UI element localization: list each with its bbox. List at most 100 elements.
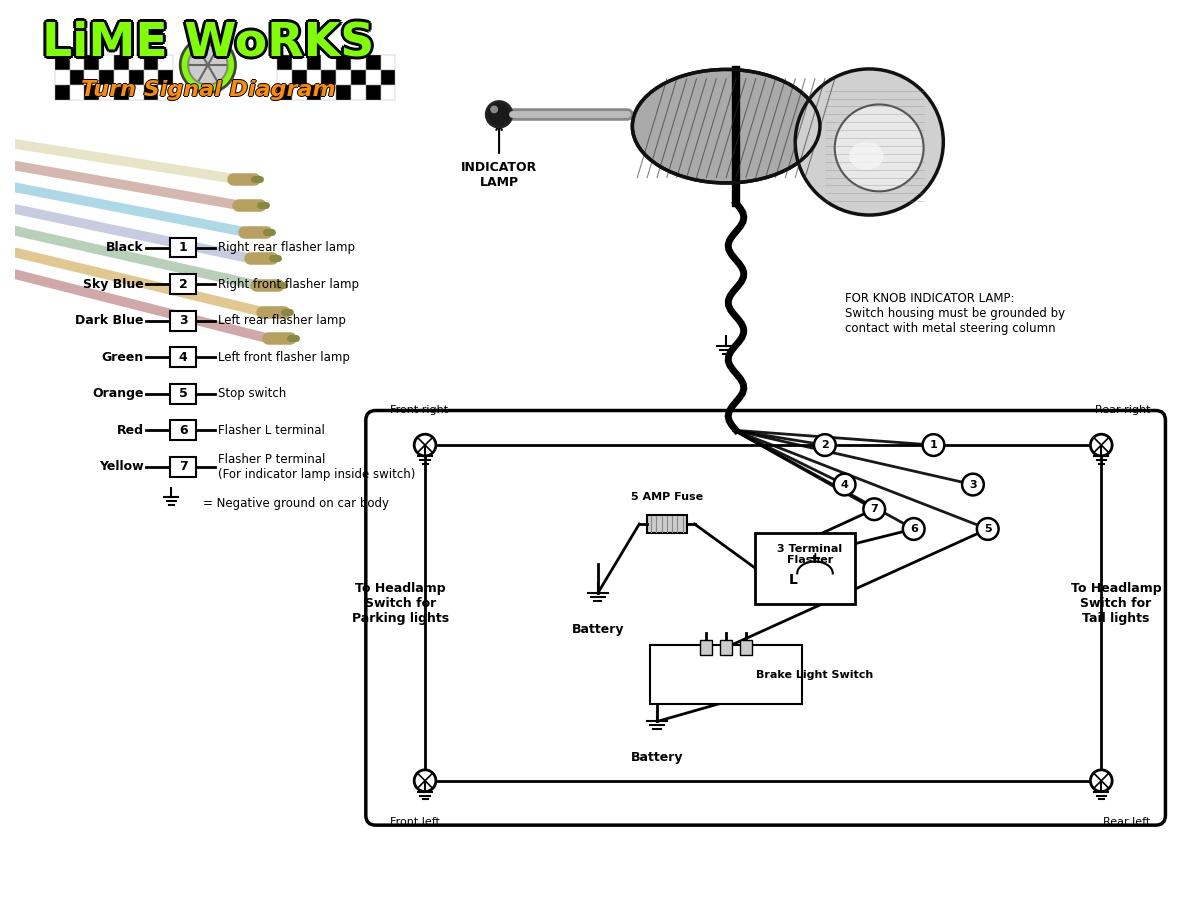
FancyBboxPatch shape — [170, 420, 196, 440]
Text: Orange: Orange — [92, 387, 144, 400]
FancyBboxPatch shape — [650, 645, 802, 704]
Bar — [720, 640, 732, 655]
Text: 7: 7 — [870, 504, 878, 514]
Text: 7: 7 — [179, 460, 187, 473]
Bar — [350, 55, 366, 70]
Text: 3: 3 — [970, 480, 977, 490]
Text: Dark Blue: Dark Blue — [76, 314, 144, 328]
Bar — [128, 85, 144, 100]
Circle shape — [923, 434, 944, 456]
FancyBboxPatch shape — [170, 310, 196, 330]
Text: 1: 1 — [930, 440, 937, 450]
Circle shape — [814, 434, 835, 456]
Bar — [292, 70, 306, 85]
Bar — [292, 85, 306, 100]
Bar — [114, 55, 128, 70]
Bar — [647, 515, 686, 533]
Text: Front right: Front right — [390, 405, 449, 416]
Text: 3 Terminal
Flasher: 3 Terminal Flasher — [778, 544, 842, 565]
Ellipse shape — [632, 69, 820, 183]
Text: Green: Green — [102, 351, 144, 364]
Text: Turn Signal Diagram: Turn Signal Diagram — [80, 80, 335, 100]
Ellipse shape — [850, 142, 883, 169]
Bar — [380, 55, 396, 70]
Bar — [158, 70, 173, 85]
Bar — [55, 70, 70, 85]
Text: To Headlamp
Switch for
Parking lights: To Headlamp Switch for Parking lights — [352, 581, 449, 625]
Bar — [366, 85, 380, 100]
Text: 4: 4 — [841, 480, 848, 490]
Bar — [114, 85, 128, 100]
Text: Stop switch: Stop switch — [217, 387, 286, 400]
FancyBboxPatch shape — [170, 238, 196, 257]
Text: Red: Red — [116, 424, 144, 436]
Bar — [277, 85, 292, 100]
FancyBboxPatch shape — [170, 274, 196, 294]
Text: 5: 5 — [984, 524, 991, 534]
Text: LiME WoRKS: LiME WoRKS — [40, 19, 372, 64]
Text: LiME WoRKS: LiME WoRKS — [40, 22, 372, 68]
Text: 5: 5 — [179, 387, 187, 400]
Bar — [70, 55, 84, 70]
Bar — [306, 70, 322, 85]
Bar — [277, 55, 292, 70]
Ellipse shape — [796, 69, 943, 215]
Text: LiME WoRKS: LiME WoRKS — [42, 23, 374, 68]
Text: LiME WoRKS: LiME WoRKS — [43, 22, 376, 68]
Bar — [158, 85, 173, 100]
Text: Yellow: Yellow — [100, 460, 144, 473]
Text: 6: 6 — [179, 424, 187, 436]
FancyBboxPatch shape — [170, 347, 196, 367]
Circle shape — [977, 518, 998, 540]
Bar — [380, 70, 396, 85]
Text: Turn Signal Diagram: Turn Signal Diagram — [80, 78, 335, 99]
Bar — [336, 70, 350, 85]
Bar — [740, 640, 752, 655]
Text: 2: 2 — [179, 277, 187, 291]
Bar — [158, 55, 173, 70]
Text: Sky Blue: Sky Blue — [83, 277, 144, 291]
Text: LiME WoRKS: LiME WoRKS — [43, 19, 376, 64]
Text: FOR KNOB INDICATOR LAMP:
Switch housing must be grounded by
contact with metal s: FOR KNOB INDICATOR LAMP: Switch housing … — [845, 292, 1064, 335]
Circle shape — [414, 434, 436, 456]
Circle shape — [1091, 770, 1112, 792]
Bar — [144, 55, 158, 70]
Text: Left rear flasher lamp: Left rear flasher lamp — [217, 314, 346, 328]
Text: L: L — [788, 573, 798, 588]
Bar — [128, 70, 144, 85]
FancyBboxPatch shape — [170, 384, 196, 403]
Circle shape — [902, 518, 924, 540]
Bar — [100, 85, 114, 100]
Text: Front left: Front left — [390, 817, 440, 827]
Bar — [306, 85, 322, 100]
Bar — [350, 70, 366, 85]
Circle shape — [188, 45, 228, 85]
Text: Turn Signal Diagram: Turn Signal Diagram — [82, 80, 336, 100]
Text: +: + — [809, 551, 821, 566]
Bar — [366, 70, 380, 85]
Text: To Headlamp
Switch for
Tail lights: To Headlamp Switch for Tail lights — [1070, 581, 1162, 625]
Circle shape — [414, 770, 436, 792]
Bar — [84, 55, 100, 70]
Bar — [292, 55, 306, 70]
Bar — [70, 70, 84, 85]
Text: 1: 1 — [179, 241, 187, 254]
Circle shape — [962, 473, 984, 495]
FancyBboxPatch shape — [755, 533, 856, 604]
Circle shape — [486, 102, 512, 127]
Bar — [322, 85, 336, 100]
Circle shape — [490, 105, 498, 113]
Bar — [100, 55, 114, 70]
Text: LiME WoRKS: LiME WoRKS — [38, 21, 371, 66]
Circle shape — [863, 499, 886, 520]
Text: Turn Signal Diagram: Turn Signal Diagram — [80, 81, 335, 101]
Bar — [380, 85, 396, 100]
Text: Black: Black — [106, 241, 144, 254]
Text: LiME WoRKS: LiME WoRKS — [42, 21, 374, 66]
FancyBboxPatch shape — [170, 457, 196, 477]
Bar — [55, 55, 70, 70]
Text: 2: 2 — [821, 440, 829, 450]
Bar — [55, 85, 70, 100]
Bar — [336, 55, 350, 70]
Text: INDICATOR
LAMP: INDICATOR LAMP — [461, 161, 538, 189]
